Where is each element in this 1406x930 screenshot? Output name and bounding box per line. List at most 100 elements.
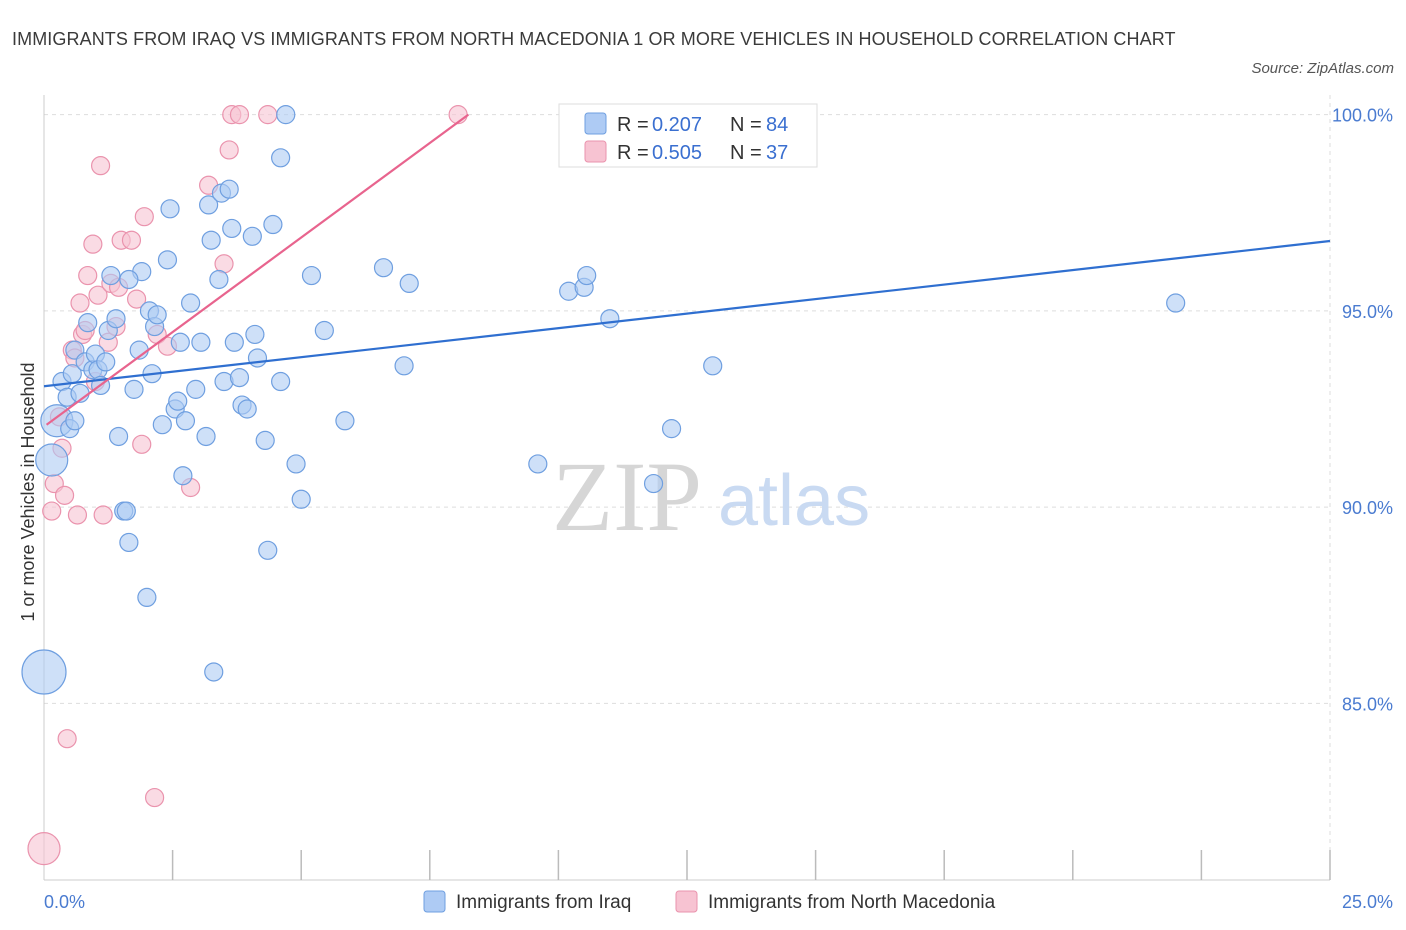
iraq-point <box>119 269 139 290</box>
macedonia-point <box>134 207 154 227</box>
legend-r-value-iraq: 0.207 <box>652 114 702 136</box>
iraq-point <box>65 411 85 431</box>
iraq-point <box>170 332 190 352</box>
iraq-point <box>245 324 265 345</box>
iraq-point <box>703 356 723 376</box>
macedonia-point <box>54 485 75 505</box>
watermark-zip: ZIP <box>552 441 702 552</box>
iraq-point <box>242 226 262 246</box>
macedonia-point <box>132 434 152 454</box>
iraq-point <box>301 265 322 286</box>
y-tick-label: 100.0% <box>1332 106 1393 126</box>
iraq-point <box>577 265 597 286</box>
macedonia-trend-line <box>45 113 470 426</box>
iraq-point <box>229 368 250 388</box>
iraq-point <box>276 105 296 125</box>
iraq-point <box>96 352 116 372</box>
iraq-point <box>286 454 306 474</box>
iraq-point <box>173 466 193 486</box>
series-legend-swatch-macedonia <box>675 890 698 913</box>
iraq-point <box>106 309 126 329</box>
trend-lines <box>43 113 1331 426</box>
iraq-point <box>528 454 548 474</box>
macedonia-point <box>90 156 111 176</box>
iraq-point <box>204 662 224 682</box>
iraq-point <box>271 148 291 168</box>
iraq-trend-line <box>43 239 1331 388</box>
iraq-point <box>35 443 69 477</box>
macedonia-point <box>42 501 62 521</box>
iraq-point <box>209 269 229 290</box>
stats-legend: R = 0.207 N = 84 R = 0.505 N = 37 <box>558 103 818 168</box>
legend-n-value-macedonia: 37 <box>766 142 788 164</box>
iraq-point <box>237 399 257 419</box>
iraq-point <box>643 473 664 494</box>
legend-n-value-iraq: 84 <box>766 114 788 136</box>
iraq-point <box>291 489 311 509</box>
iraq-point <box>258 540 278 560</box>
y-axis-title: 1 or more Vehicles in Household <box>18 362 38 621</box>
legend-r-value-macedonia: 0.505 <box>652 142 702 164</box>
iraq-point <box>101 265 121 286</box>
iraq-point <box>255 430 275 450</box>
axes: 100.0% 95.0% 90.0% 85.0% 0.0% 25.0% <box>43 95 1393 912</box>
iraq-point <box>201 230 221 250</box>
macedonia-point <box>121 230 142 250</box>
iraq-point <box>222 218 242 239</box>
iraq-point <box>116 501 136 521</box>
iraq-point <box>157 250 178 270</box>
y-tick-label: 85.0% <box>1342 694 1393 714</box>
series-legend-label-macedonia: Immigrants from North Macedonia <box>708 892 996 913</box>
iraq-point <box>124 379 144 399</box>
macedonia-point <box>144 787 165 808</box>
iraq-point <box>108 426 129 447</box>
iraq-point <box>199 195 219 215</box>
iraq-point <box>661 419 682 439</box>
macedonia-point <box>93 505 113 525</box>
iraq-point <box>399 273 419 293</box>
watermark-atlas: atlas <box>718 461 870 541</box>
series-legend-swatch-iraq <box>423 890 446 913</box>
macedonia-point <box>57 729 77 749</box>
iraq-point <box>224 332 244 352</box>
iraq-point <box>21 649 67 695</box>
macedonia-point <box>258 105 278 125</box>
iraq-point <box>1166 293 1186 313</box>
macedonia-point <box>67 505 88 525</box>
iraq-point <box>271 371 291 392</box>
iraq-point <box>314 320 334 341</box>
iraq-point <box>181 293 201 313</box>
y-tick-label: 95.0% <box>1342 302 1393 322</box>
data-points <box>21 105 1186 866</box>
macedonia-point <box>70 293 90 313</box>
iraq-point <box>186 379 206 399</box>
iraq-point <box>600 309 620 329</box>
series-legend-label-iraq: Immigrants from Iraq <box>456 892 631 913</box>
macedonia-point <box>27 831 61 866</box>
macedonia-point <box>88 285 108 305</box>
iraq-point <box>247 348 268 368</box>
iraq-point <box>263 214 283 235</box>
x-tick-label: 25.0% <box>1342 892 1393 912</box>
iraq-point <box>119 532 139 553</box>
iraq-point <box>152 415 172 435</box>
iraq-point <box>147 305 167 325</box>
macedonia-point <box>219 140 239 160</box>
chart-source: Source: ZipAtlas.com <box>1251 60 1394 77</box>
iraq-point <box>175 411 196 431</box>
stats-legend-swatch-macedonia <box>584 140 607 163</box>
legend-n-label-macedonia: N = <box>730 142 762 164</box>
legend-r-label-iraq: R = <box>617 114 649 136</box>
series-legend: Immigrants from Iraq Immigrants from Nor… <box>423 890 996 913</box>
macedonia-point <box>83 234 103 254</box>
stats-legend-swatch-iraq <box>584 112 607 135</box>
iraq-point <box>373 258 394 278</box>
macedonia-point <box>126 289 147 309</box>
iraq-point <box>137 587 157 608</box>
iraq-point <box>196 426 216 447</box>
legend-n-label-iraq: N = <box>730 114 762 136</box>
watermark: ZIP atlas <box>552 441 870 552</box>
iraq-point <box>335 411 355 431</box>
iraq-point <box>160 199 180 219</box>
